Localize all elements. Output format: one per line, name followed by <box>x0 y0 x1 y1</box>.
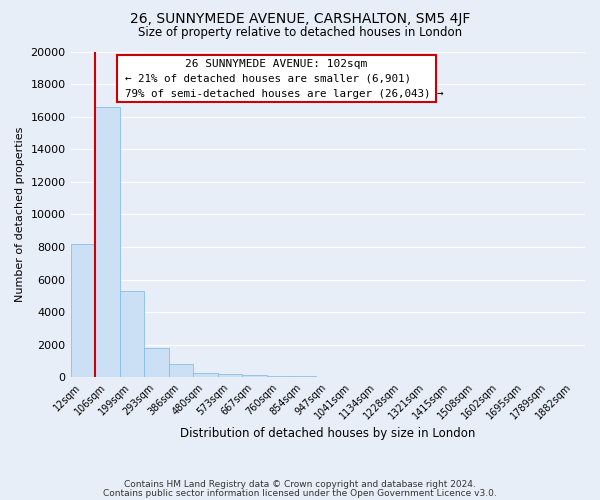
Bar <box>242 375 266 378</box>
Text: 79% of semi-detached houses are larger (26,043) →: 79% of semi-detached houses are larger (… <box>125 89 443 99</box>
Text: Contains public sector information licensed under the Open Government Licence v3: Contains public sector information licen… <box>103 488 497 498</box>
Bar <box>95 107 119 378</box>
Bar <box>291 376 316 378</box>
Text: 26 SUNNYMEDE AVENUE: 102sqm: 26 SUNNYMEDE AVENUE: 102sqm <box>185 58 367 68</box>
Bar <box>71 244 95 378</box>
Bar <box>169 364 193 378</box>
Bar <box>144 348 169 378</box>
Bar <box>218 374 242 378</box>
Y-axis label: Number of detached properties: Number of detached properties <box>15 126 25 302</box>
Bar <box>266 376 291 378</box>
Bar <box>119 291 144 378</box>
X-axis label: Distribution of detached houses by size in London: Distribution of detached houses by size … <box>180 427 475 440</box>
Bar <box>193 374 218 378</box>
Text: 26, SUNNYMEDE AVENUE, CARSHALTON, SM5 4JF: 26, SUNNYMEDE AVENUE, CARSHALTON, SM5 4J… <box>130 12 470 26</box>
Text: ← 21% of detached houses are smaller (6,901): ← 21% of detached houses are smaller (6,… <box>125 74 410 84</box>
Text: Size of property relative to detached houses in London: Size of property relative to detached ho… <box>138 26 462 39</box>
FancyBboxPatch shape <box>117 55 436 102</box>
Text: Contains HM Land Registry data © Crown copyright and database right 2024.: Contains HM Land Registry data © Crown c… <box>124 480 476 489</box>
